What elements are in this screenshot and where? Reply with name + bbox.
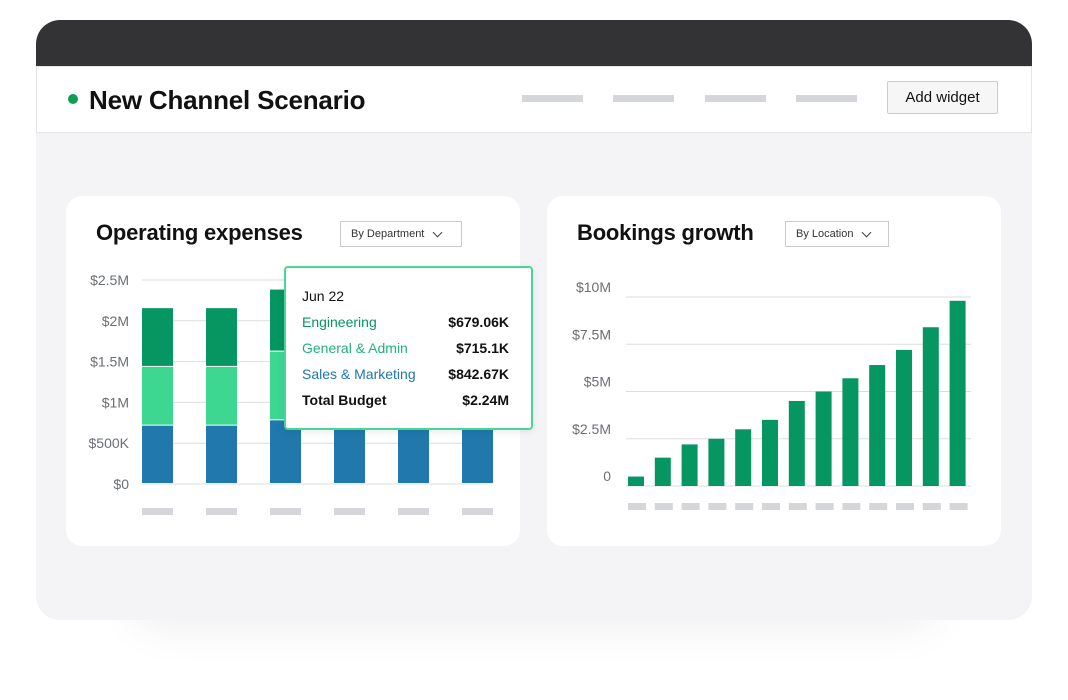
tooltip-value: $715.1K — [456, 340, 509, 356]
x-tick-placeholder — [949, 503, 968, 510]
add-widget-button[interactable]: Add widget — [887, 81, 998, 114]
bar — [922, 327, 939, 486]
bar — [896, 349, 912, 486]
x-tick-placeholder — [735, 503, 754, 510]
nav-placeholder-3[interactable] — [705, 95, 766, 102]
x-tick-placeholder — [922, 503, 941, 510]
bar — [681, 444, 698, 486]
tooltip-label: Engineering — [302, 314, 377, 330]
tooltip-label: Sales & Marketing — [302, 366, 416, 382]
x-tick-placeholder — [654, 503, 673, 510]
x-tick-placeholder — [842, 503, 861, 510]
page-header: New Channel Scenario Add widget — [36, 66, 1032, 133]
page-title: New Channel Scenario — [89, 85, 366, 115]
y-tick-label: $2M — [102, 313, 129, 329]
x-tick-placeholder — [681, 503, 700, 510]
bar — [654, 457, 671, 486]
x-tick-placeholder — [142, 508, 173, 515]
bar-segment — [270, 420, 301, 483]
x-tick-placeholder — [206, 508, 237, 515]
bar — [815, 391, 832, 486]
bar — [869, 365, 886, 486]
tooltip-row-general-admin: General & Admin $715.1K — [302, 340, 509, 356]
bar-segment — [206, 308, 237, 366]
bookings-growth-card: Bookings growth By Location 0 $2.5M $5M $7.… — [547, 196, 1001, 546]
bar-segment — [398, 425, 429, 483]
x-tick-placeholder — [896, 503, 914, 510]
y-tick-label: $1M — [102, 394, 129, 410]
x-tick-placeholder — [788, 503, 807, 510]
bar-segment — [142, 366, 173, 425]
bar-segment — [206, 425, 237, 483]
y-tick-label: $7.5M — [572, 326, 611, 342]
x-tick-placeholder — [628, 503, 646, 510]
tooltip-date: Jun 22 — [302, 288, 345, 304]
x-tick-placeholder — [815, 503, 834, 510]
bar-segment — [206, 366, 237, 425]
tooltip-label: Total Budget — [302, 392, 387, 408]
x-tick-placeholder — [869, 503, 888, 510]
nav-placeholder-2[interactable] — [613, 95, 674, 102]
y-tick-label: $10M — [576, 279, 611, 295]
x-tick-placeholder — [270, 508, 301, 515]
y-tick-label: $2.5M — [572, 421, 611, 437]
x-tick-placeholder — [398, 508, 429, 515]
dropdown-label: By Department — [351, 228, 425, 240]
y-tick-label: 0 — [603, 468, 611, 484]
dropdown-label: By Location — [796, 228, 854, 240]
x-tick-placeholder — [462, 508, 493, 515]
location-dropdown[interactable]: By Location — [785, 221, 889, 247]
status-dot — [68, 94, 78, 104]
bar — [762, 419, 778, 486]
tooltip-value: $842.67K — [448, 366, 509, 382]
tooltip-row-total: Total Budget $2.24M — [302, 392, 509, 408]
tooltip-label: General & Admin — [302, 340, 408, 356]
nav-placeholder-1[interactable] — [522, 95, 583, 102]
tooltip-row-sales-marketing: Sales & Marketing $842.67K — [302, 366, 509, 382]
bar — [708, 438, 725, 486]
tooltip-value: $2.24M — [462, 392, 509, 408]
x-tick-placeholder — [708, 503, 727, 510]
x-tick-placeholder — [762, 503, 780, 510]
bar — [788, 400, 805, 486]
bar — [628, 476, 644, 486]
tooltip-row-engineering: Engineering $679.06K — [302, 314, 509, 330]
y-tick-label: $500K — [89, 435, 130, 451]
card-title: Operating expenses — [96, 220, 303, 245]
chart-tooltip: Jun 22 Engineering $679.06K General & Ad… — [284, 266, 533, 430]
bar — [949, 300, 966, 486]
bar-segment — [142, 308, 173, 366]
department-dropdown[interactable]: By Department — [340, 221, 462, 247]
bar — [842, 378, 859, 486]
title-bar — [36, 20, 1032, 66]
y-tick-label: $0 — [113, 476, 129, 492]
bookings-chart: 0 $2.5M $5M $7.5M $10M — [572, 279, 971, 510]
bar-segment — [334, 425, 365, 483]
y-tick-label: $5M — [584, 374, 611, 390]
bar-segment — [462, 425, 493, 483]
opex-chart: $0 $500K $1M $1.5M $2M $2.5M — [89, 272, 493, 515]
y-tick-label: $1.5M — [90, 354, 129, 370]
y-tick-label: $2.5M — [90, 272, 129, 288]
tooltip-value: $679.06K — [448, 314, 509, 330]
x-tick-placeholder — [334, 508, 365, 515]
card-title: Bookings growth — [577, 220, 754, 245]
nav-placeholder-4[interactable] — [796, 95, 857, 102]
bar-segment — [142, 425, 173, 483]
bar — [735, 429, 752, 486]
